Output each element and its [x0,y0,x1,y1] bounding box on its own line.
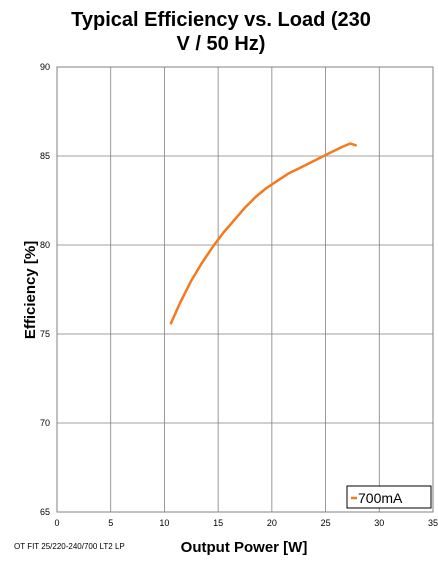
x-axis-label: Output Power [W] [181,539,308,556]
chart-title-line1: Typical Efficiency vs. Load (230 [71,9,371,31]
x-tick-label: 0 [54,518,59,528]
y-tick-label: 90 [40,62,50,72]
x-tick-label: 5 [108,518,113,528]
legend: 700mA [346,485,432,509]
y-tick-label: 75 [40,329,50,339]
x-tick-label: 35 [428,518,438,528]
product-note: OT FIT 25/220-240/700 LT2 LP [14,542,125,551]
legend-label: 700mA [358,490,403,506]
y-axis-label: Efficiency [%] [22,241,39,339]
x-tick-label: 15 [213,518,223,528]
y-tick-label: 85 [40,151,50,161]
x-tick-label: 10 [159,518,169,528]
y-tick-label: 65 [40,507,50,517]
legend-box [346,485,432,509]
x-tick-label: 20 [267,518,277,528]
series-line-700mA [169,142,357,325]
plot-area [56,66,434,513]
y-tick-label: 80 [40,240,50,250]
chart-title-line2: V / 50 Hz) [177,33,266,55]
y-tick-label: 70 [40,418,50,428]
x-tick-label: 25 [321,518,331,528]
x-tick-label: 30 [374,518,384,528]
